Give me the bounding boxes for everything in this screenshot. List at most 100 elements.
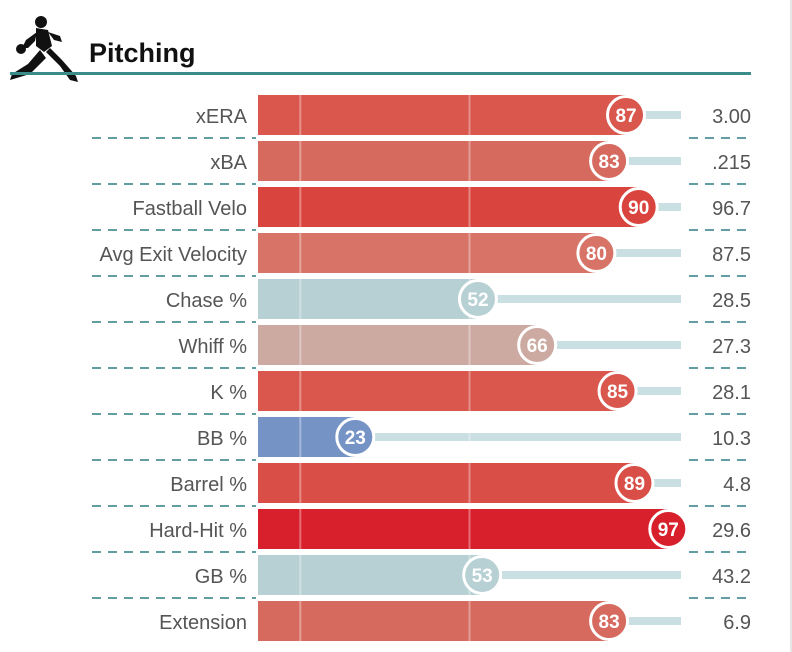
metric-label: Chase % [166, 290, 247, 312]
stat-value: 6.9 [723, 612, 751, 634]
percentile-label: 90 [628, 198, 649, 219]
percentile-bar [258, 95, 627, 135]
stat-value: 87.5 [712, 244, 751, 266]
percentile-track [482, 571, 681, 579]
metric-label: BB % [197, 428, 247, 450]
metric-row: Extension 83 6.9 [159, 601, 751, 641]
metric-row: xBA 83 .215 [92, 141, 751, 185]
reference-line [299, 555, 302, 595]
percentile-track [617, 387, 681, 395]
reference-line [299, 371, 302, 411]
reference-line [299, 233, 302, 273]
metric-label: xERA [196, 106, 248, 128]
metric-row: Hard-Hit % 97 29.6 [92, 509, 751, 553]
percentile-marker [606, 95, 647, 135]
stat-value: .215 [712, 152, 751, 174]
percentile-label: 83 [599, 152, 620, 173]
reference-line [299, 417, 302, 457]
percentile-bar [258, 601, 610, 641]
percentile-marker [589, 141, 630, 181]
frame-edge [790, 0, 792, 652]
metric-row: Avg Exit Velocity 80 87.5 [92, 233, 751, 277]
percentile-track [355, 433, 681, 441]
metric-label: Avg Exit Velocity [100, 244, 247, 266]
percentile-bar [258, 509, 669, 549]
reference-line [468, 371, 471, 411]
metric-row: Fastball Velo 90 96.7 [92, 187, 751, 231]
percentile-marker [576, 233, 617, 273]
reference-line [299, 187, 302, 227]
metric-row: BB % 23 10.3 [92, 417, 751, 461]
reference-line [299, 601, 302, 641]
percentile-track [638, 203, 681, 211]
metric-label: Barrel % [170, 474, 247, 496]
percentile-bar [258, 463, 635, 503]
percentile-bar [258, 371, 618, 411]
percentile-bar [258, 141, 610, 181]
percentile-track [596, 249, 681, 257]
percentile-marker [648, 509, 689, 549]
reference-line [468, 463, 471, 503]
percentile-track [537, 341, 681, 349]
percentile-track [609, 157, 681, 165]
metric-label: xBA [210, 152, 247, 174]
metric-label: Whiff % [178, 336, 247, 358]
percentile-marker [614, 463, 655, 503]
reference-line [468, 141, 471, 181]
reference-line [299, 141, 302, 181]
stat-value: 96.7 [712, 198, 751, 220]
metric-label: GB % [195, 566, 247, 588]
stat-value: 28.1 [712, 382, 751, 404]
reference-line [299, 95, 302, 135]
percentile-bar [258, 555, 483, 595]
reference-line [468, 233, 471, 273]
metric-row: Barrel % 89 4.8 [92, 463, 751, 507]
percentile-marker [457, 279, 498, 319]
stat-value: 29.6 [712, 520, 751, 542]
metric-label: Hard-Hit % [149, 520, 247, 542]
percentile-marker [462, 555, 503, 595]
percentile-bar [258, 325, 538, 365]
title-rule [10, 72, 751, 75]
metric-label: K % [210, 382, 247, 404]
percentile-track [609, 617, 681, 625]
percentile-track [626, 111, 681, 119]
reference-line [299, 509, 302, 549]
metric-row: Whiff % 66 27.3 [92, 325, 751, 369]
percentile-label: 83 [599, 612, 620, 633]
percentile-label: 80 [586, 244, 607, 265]
stat-value: 43.2 [712, 566, 751, 588]
percentile-marker [597, 371, 638, 411]
percentile-label: 87 [615, 106, 636, 127]
reference-line [299, 279, 302, 319]
stat-value: 28.5 [712, 290, 751, 312]
percentile-marker [335, 417, 376, 457]
reference-line [468, 187, 471, 227]
chart-title: Pitching [89, 38, 196, 68]
reference-line [468, 509, 471, 549]
stat-value: 4.8 [723, 474, 751, 496]
rows: xERA 87 3.00 xBA 83 .215 Fastball Velo 90 96.7 Av… [92, 95, 751, 641]
percentile-label: 23 [345, 428, 366, 449]
reference-line [468, 417, 471, 457]
percentile-label: 89 [624, 474, 645, 495]
stat-value: 3.00 [712, 106, 751, 128]
metric-row: xERA 87 3.00 [92, 95, 751, 139]
metric-label: Fastball Velo [132, 198, 247, 220]
metric-row: GB % 53 43.2 [92, 555, 751, 599]
metric-label: Extension [159, 612, 247, 634]
percentile-label: 85 [607, 382, 629, 403]
percentile-marker [517, 325, 558, 365]
percentile-bar [258, 279, 478, 319]
reference-line [299, 463, 302, 503]
percentile-bar [258, 187, 639, 227]
metric-row: K % 85 28.1 [92, 371, 751, 415]
reference-line [468, 601, 471, 641]
chart-header: Pitching [10, 16, 751, 82]
reference-line [468, 95, 471, 135]
percentile-label: 52 [467, 290, 488, 311]
stat-value: 27.3 [712, 336, 751, 358]
percentile-label: 53 [472, 566, 493, 587]
percentile-marker [618, 187, 659, 227]
